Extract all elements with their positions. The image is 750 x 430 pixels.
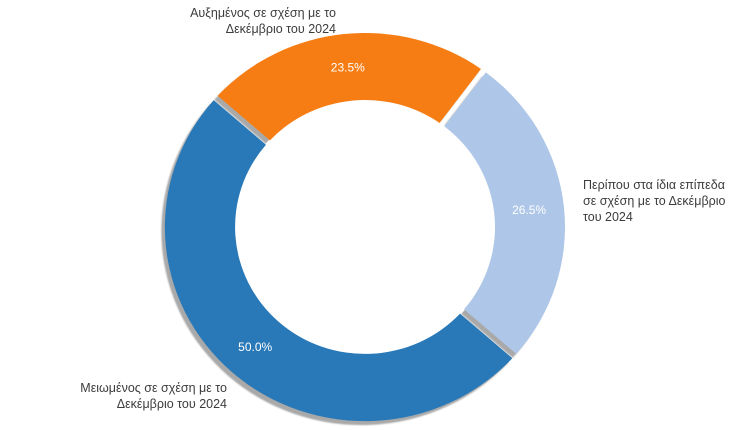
slice-label-line: Δεκέμβριο του 2024 (225, 22, 336, 36)
slice-label-line: του 2024 (583, 210, 633, 224)
slice-label-same: Περίπου στα ίδια επίπεδα σε σχέση με το … (583, 177, 725, 225)
slice-increased (217, 32, 481, 141)
slice-value-label-decreased: 50.0% (238, 340, 272, 354)
donut-hole (234, 99, 496, 355)
slice-decreased (164, 100, 513, 422)
slice-label-line: Δεκέμβριο του 2024 (116, 397, 227, 411)
slice-label-line: Μειωμένος σε σχέση με το (80, 381, 227, 395)
slice-label-line: Αυξημένος σε σχέση με το (190, 6, 336, 20)
slice-value-label-increased: 23.5% (331, 60, 365, 74)
slice-label-line: Περίπου στα ίδια επίπεδα (583, 178, 725, 192)
slice-value-label-same: 26.5% (512, 203, 546, 217)
slice-same (444, 72, 566, 354)
slice-label-decreased: Μειωμένος σε σχέση με το Δεκέμβριο του 2… (80, 380, 227, 412)
slice-label-increased: Αυξημένος σε σχέση με το Δεκέμβριο του 2… (190, 5, 336, 37)
slice-label-line: σε σχέση με το Δεκέμβριο (583, 194, 726, 208)
